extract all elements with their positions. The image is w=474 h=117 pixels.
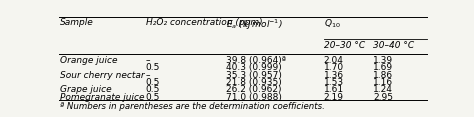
Text: 1.16: 1.16: [374, 78, 393, 87]
Text: 35.3 (0.957): 35.3 (0.957): [227, 71, 283, 80]
Text: 0.5: 0.5: [146, 78, 160, 87]
Text: 1.86: 1.86: [374, 71, 393, 80]
Text: Pomegranate juice: Pomegranate juice: [60, 93, 145, 102]
Text: Sample: Sample: [60, 18, 94, 27]
Text: 1.53: 1.53: [324, 78, 344, 87]
Text: 1.24: 1.24: [374, 86, 393, 95]
Text: 0.5: 0.5: [146, 93, 160, 102]
Text: Orange juice: Orange juice: [60, 56, 118, 65]
Text: –: –: [146, 71, 150, 80]
Text: 2.04: 2.04: [324, 56, 344, 65]
Text: 1.61: 1.61: [324, 86, 344, 95]
Text: $Q_{10}$: $Q_{10}$: [324, 18, 340, 30]
Text: –: –: [146, 56, 150, 65]
Text: $E_a$ (kJ mol$^{-1}$): $E_a$ (kJ mol$^{-1}$): [227, 18, 283, 32]
Text: H₂O₂ concentration (ppm): H₂O₂ concentration (ppm): [146, 18, 262, 27]
Text: 2.95: 2.95: [374, 93, 393, 102]
Text: 1.36: 1.36: [324, 71, 344, 80]
Text: 0.5: 0.5: [146, 86, 160, 95]
Text: 30–40 °C: 30–40 °C: [374, 41, 414, 50]
Text: Sour cherry nectar: Sour cherry nectar: [60, 71, 145, 80]
Text: 71.0 (0.988): 71.0 (0.988): [227, 93, 283, 102]
Text: 26.2 (0.962): 26.2 (0.962): [227, 86, 282, 95]
Text: 1.70: 1.70: [324, 63, 344, 72]
Text: 40.3 (0.999): 40.3 (0.999): [227, 63, 282, 72]
Text: 20–30 °C: 20–30 °C: [324, 41, 365, 50]
Text: 2.19: 2.19: [324, 93, 344, 102]
Text: ª Numbers in parentheses are the determination coefficients.: ª Numbers in parentheses are the determi…: [60, 102, 325, 111]
Text: 39.8 (0.964)ª: 39.8 (0.964)ª: [227, 56, 286, 65]
Text: 0.5: 0.5: [146, 63, 160, 72]
Text: 1.69: 1.69: [374, 63, 393, 72]
Text: 21.8 (0.935): 21.8 (0.935): [227, 78, 282, 87]
Text: Grape juice: Grape juice: [60, 86, 111, 95]
Text: 1.39: 1.39: [374, 56, 393, 65]
